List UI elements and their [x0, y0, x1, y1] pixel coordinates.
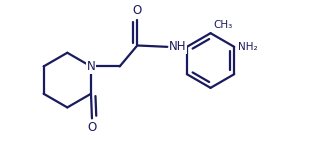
Text: NH₂: NH₂ — [238, 42, 258, 52]
Text: NH: NH — [169, 40, 187, 53]
Text: O: O — [87, 121, 96, 134]
Text: N: N — [87, 60, 96, 73]
Text: CH₃: CH₃ — [214, 20, 233, 30]
Text: O: O — [133, 4, 142, 17]
